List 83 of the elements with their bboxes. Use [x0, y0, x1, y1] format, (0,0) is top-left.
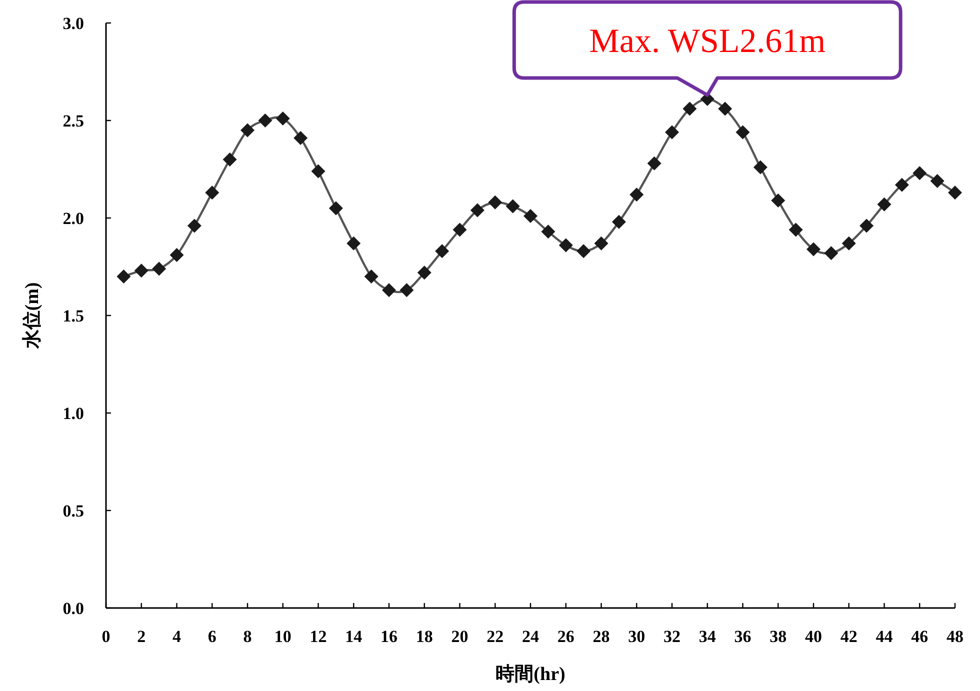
point [524, 209, 538, 224]
point [806, 242, 820, 256]
x-tick-label: 22 [486, 627, 504, 646]
y-tick-label: 3.0 [62, 14, 84, 33]
point [187, 218, 202, 233]
x-tick-label: 4 [172, 627, 182, 646]
point [400, 283, 414, 298]
x-tick-label: 10 [274, 627, 292, 646]
x-tick-label: 18 [416, 627, 433, 646]
point [824, 246, 838, 260]
point [842, 236, 856, 250]
point [558, 238, 573, 252]
x-tick-label: 38 [770, 627, 787, 646]
point [328, 201, 343, 216]
point [276, 112, 290, 126]
point [788, 222, 803, 237]
point [665, 125, 679, 140]
point [417, 266, 432, 280]
point [258, 114, 272, 128]
point [630, 188, 644, 202]
x-tick-label: 12 [310, 627, 327, 646]
point [718, 102, 732, 116]
x-tick-label: 30 [628, 627, 646, 646]
y-tick-label: 0.0 [62, 599, 84, 618]
point [364, 270, 378, 284]
x-tick-label: 40 [805, 627, 822, 646]
point [771, 193, 786, 208]
x-axis-title: 時間(hr) [496, 663, 566, 685]
x-tick-label: 2 [137, 627, 146, 646]
point [452, 222, 467, 237]
x-tick-label: 48 [946, 627, 964, 646]
point [930, 174, 944, 188]
x-tick-label: 24 [522, 627, 540, 646]
point [877, 197, 892, 212]
point [294, 131, 308, 146]
point [948, 186, 962, 200]
x-tick-label: 26 [557, 627, 574, 646]
y-tick-label: 1.0 [62, 404, 84, 423]
point [435, 244, 450, 258]
point [736, 125, 750, 140]
point [134, 264, 148, 278]
y-tick-label: 2.5 [62, 112, 84, 130]
point [116, 270, 131, 284]
y-tick-label: 2.0 [62, 209, 84, 228]
callout: Max. WSL2.61m [512, 0, 902, 97]
point [152, 262, 166, 276]
point [576, 244, 591, 258]
y-tick-label: 0.5 [62, 502, 84, 520]
point [612, 214, 626, 229]
x-tick-label: 32 [664, 627, 680, 646]
x-tick-label: 14 [345, 627, 363, 646]
point [240, 123, 254, 138]
x-tick-label: 28 [592, 627, 610, 646]
point [346, 236, 361, 250]
x-tick-label: 46 [911, 627, 928, 646]
point [912, 166, 927, 180]
point [682, 102, 697, 116]
point [488, 195, 502, 210]
point [894, 178, 909, 192]
x-tick-label: 34 [698, 627, 716, 646]
x-tick-label: 20 [451, 627, 468, 646]
x-tick-label: 44 [876, 627, 894, 646]
y-axis-title: 水位(m) [21, 282, 43, 350]
point [506, 199, 520, 214]
point [753, 160, 768, 174]
point [541, 224, 556, 239]
point [382, 283, 396, 298]
x-tick-label: 0 [102, 627, 110, 646]
point [222, 152, 237, 166]
x-tick-label: 8 [243, 627, 252, 646]
x-tick-label: 42 [840, 627, 858, 646]
point [170, 248, 184, 262]
point [311, 164, 326, 178]
annotation: Max. WSL2.61m [589, 23, 826, 60]
y-tick-label: 1.5 [62, 306, 84, 326]
x-tick-label: 16 [380, 627, 398, 646]
point [647, 156, 662, 170]
point [205, 186, 220, 200]
point [594, 236, 608, 250]
x-tick-label: 36 [734, 627, 752, 646]
x-tick-label: 6 [208, 627, 216, 646]
point [470, 203, 484, 218]
point [860, 218, 874, 233]
